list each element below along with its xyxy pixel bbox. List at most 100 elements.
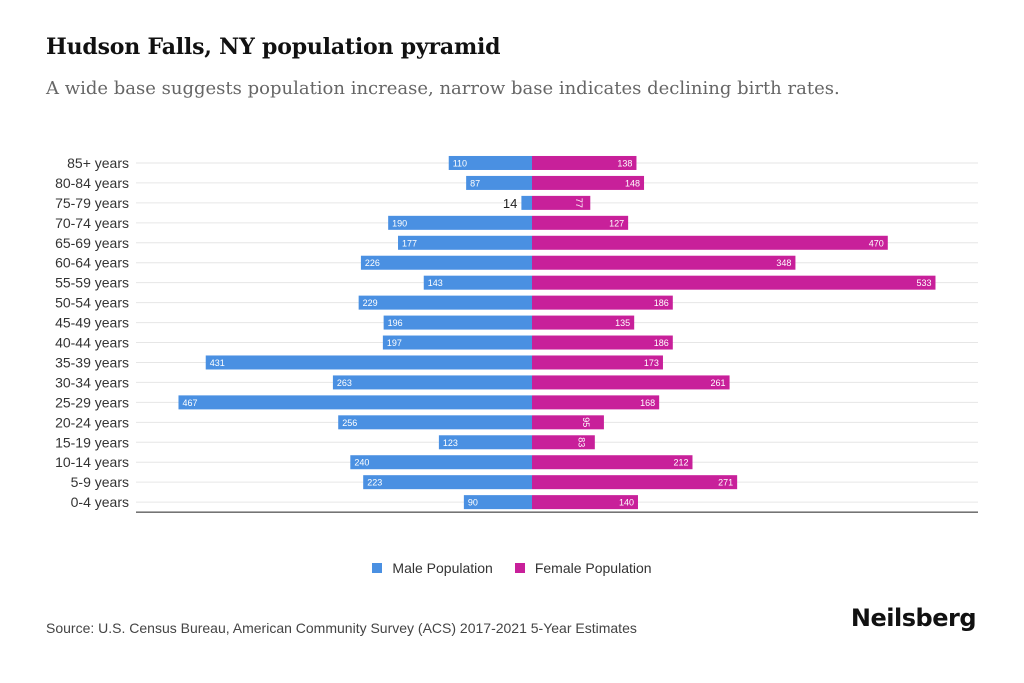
- data-label-female: 77: [574, 198, 584, 208]
- bar-male: [448, 155, 532, 170]
- data-label-male: 263: [337, 378, 352, 388]
- data-label-male: 223: [367, 478, 382, 488]
- data-label-male: 143: [428, 278, 443, 288]
- data-label-male: 90: [468, 498, 478, 508]
- y-tick-label: 85+ years: [67, 155, 129, 171]
- data-label-female: 148: [625, 178, 640, 188]
- data-label-female: 186: [654, 298, 669, 308]
- y-tick-label: 30-34 years: [55, 374, 129, 390]
- data-label-female: 138: [617, 158, 632, 168]
- bar-female: [532, 235, 888, 250]
- data-label-female: 127: [609, 218, 624, 228]
- data-label-male: 14: [503, 196, 517, 211]
- bar-female: [532, 495, 638, 510]
- data-label-male: 226: [365, 258, 380, 268]
- bar-male: [463, 495, 532, 510]
- bar-female: [532, 195, 591, 210]
- bar-male: [423, 275, 532, 290]
- bar-male: [358, 295, 532, 310]
- data-label-female: 533: [916, 278, 931, 288]
- bar-male: [398, 235, 532, 250]
- bar-male: [178, 395, 532, 410]
- data-label-male: 190: [392, 218, 407, 228]
- data-label-male: 240: [354, 458, 369, 468]
- data-label-female: 83: [576, 437, 586, 447]
- bar-male: [205, 355, 532, 370]
- data-label-male: 177: [402, 238, 417, 248]
- bar-female: [532, 215, 629, 230]
- bar-male: [350, 455, 532, 470]
- y-tick-label: 50-54 years: [55, 295, 129, 311]
- source-note: Source: U.S. Census Bureau, American Com…: [46, 620, 637, 636]
- brand-logo: Neilsberg: [850, 604, 977, 632]
- data-label-male: 87: [470, 178, 480, 188]
- y-tick-label: 65-69 years: [55, 235, 129, 251]
- bar-female: [532, 275, 936, 290]
- y-tick-label: 0-4 years: [71, 494, 129, 510]
- y-tick-label: 5-9 years: [71, 474, 129, 490]
- y-tick-label: 55-59 years: [55, 275, 129, 291]
- y-tick-label: 25-29 years: [55, 394, 129, 410]
- legend-swatch-female: [514, 563, 525, 573]
- y-tick-label: 45-49 years: [55, 315, 129, 331]
- chart-subtitle: A wide base suggests population increase…: [46, 78, 840, 99]
- bar-male: [363, 475, 532, 490]
- legend-swatch-male: [372, 563, 383, 573]
- bar-female: [532, 375, 730, 390]
- legend-label-female: Female Population: [534, 560, 652, 576]
- legend-label-male: Male Population: [392, 560, 493, 576]
- y-tick-label: 35-39 years: [55, 354, 129, 370]
- data-label-female: 212: [673, 458, 688, 468]
- bar-male: [466, 175, 532, 190]
- data-label-female: 168: [640, 398, 655, 408]
- data-label-male: 467: [182, 398, 197, 408]
- bar-female: [532, 415, 604, 430]
- data-label-male: 123: [443, 438, 458, 448]
- bar-female: [532, 255, 796, 270]
- bar-female: [532, 455, 693, 470]
- y-tick-label: 60-64 years: [55, 255, 129, 271]
- y-tick-label: 40-44 years: [55, 335, 129, 351]
- chart-legend: Male Population Female Population: [0, 560, 1024, 576]
- y-tick-label: 10-14 years: [55, 454, 129, 470]
- legend-item-male: Male Population: [372, 560, 493, 576]
- data-label-male: 196: [388, 318, 403, 328]
- data-label-male: 256: [342, 418, 357, 428]
- bar-female: [532, 155, 637, 170]
- data-label-male: 197: [387, 338, 402, 348]
- legend-item-female: Female Population: [514, 560, 652, 576]
- y-tick-label: 80-84 years: [55, 175, 129, 191]
- bar-female: [532, 435, 595, 450]
- data-label-female: 470: [869, 238, 884, 248]
- bar-male: [438, 435, 532, 450]
- bar-male: [360, 255, 532, 270]
- bar-female: [532, 315, 635, 330]
- bar-female: [532, 335, 673, 350]
- chart-title: Hudson Falls, NY population pyramid: [46, 34, 501, 60]
- data-label-female: 271: [718, 478, 733, 488]
- y-tick-label: 70-74 years: [55, 215, 129, 231]
- data-label-female: 135: [615, 318, 630, 328]
- bar-female: [532, 355, 663, 370]
- bar-male: [332, 375, 532, 390]
- data-label-female: 261: [711, 378, 726, 388]
- data-label-female: 95: [581, 417, 591, 427]
- data-label-female: 186: [654, 338, 669, 348]
- bar-female: [532, 175, 645, 190]
- data-label-male: 431: [210, 358, 225, 368]
- y-tick-label: 15-19 years: [55, 434, 129, 450]
- bar-male: [382, 335, 532, 350]
- bar-female: [532, 395, 660, 410]
- bar-male: [521, 195, 532, 210]
- data-label-male: 229: [363, 298, 378, 308]
- data-label-female: 140: [619, 498, 634, 508]
- data-label-female: 348: [776, 258, 791, 268]
- bar-male: [338, 415, 532, 430]
- data-label-female: 173: [644, 358, 659, 368]
- y-tick-label: 75-79 years: [55, 195, 129, 211]
- bar-male: [383, 315, 532, 330]
- bar-male: [388, 215, 532, 230]
- data-label-male: 110: [453, 158, 467, 168]
- y-tick-label: 20-24 years: [55, 414, 129, 430]
